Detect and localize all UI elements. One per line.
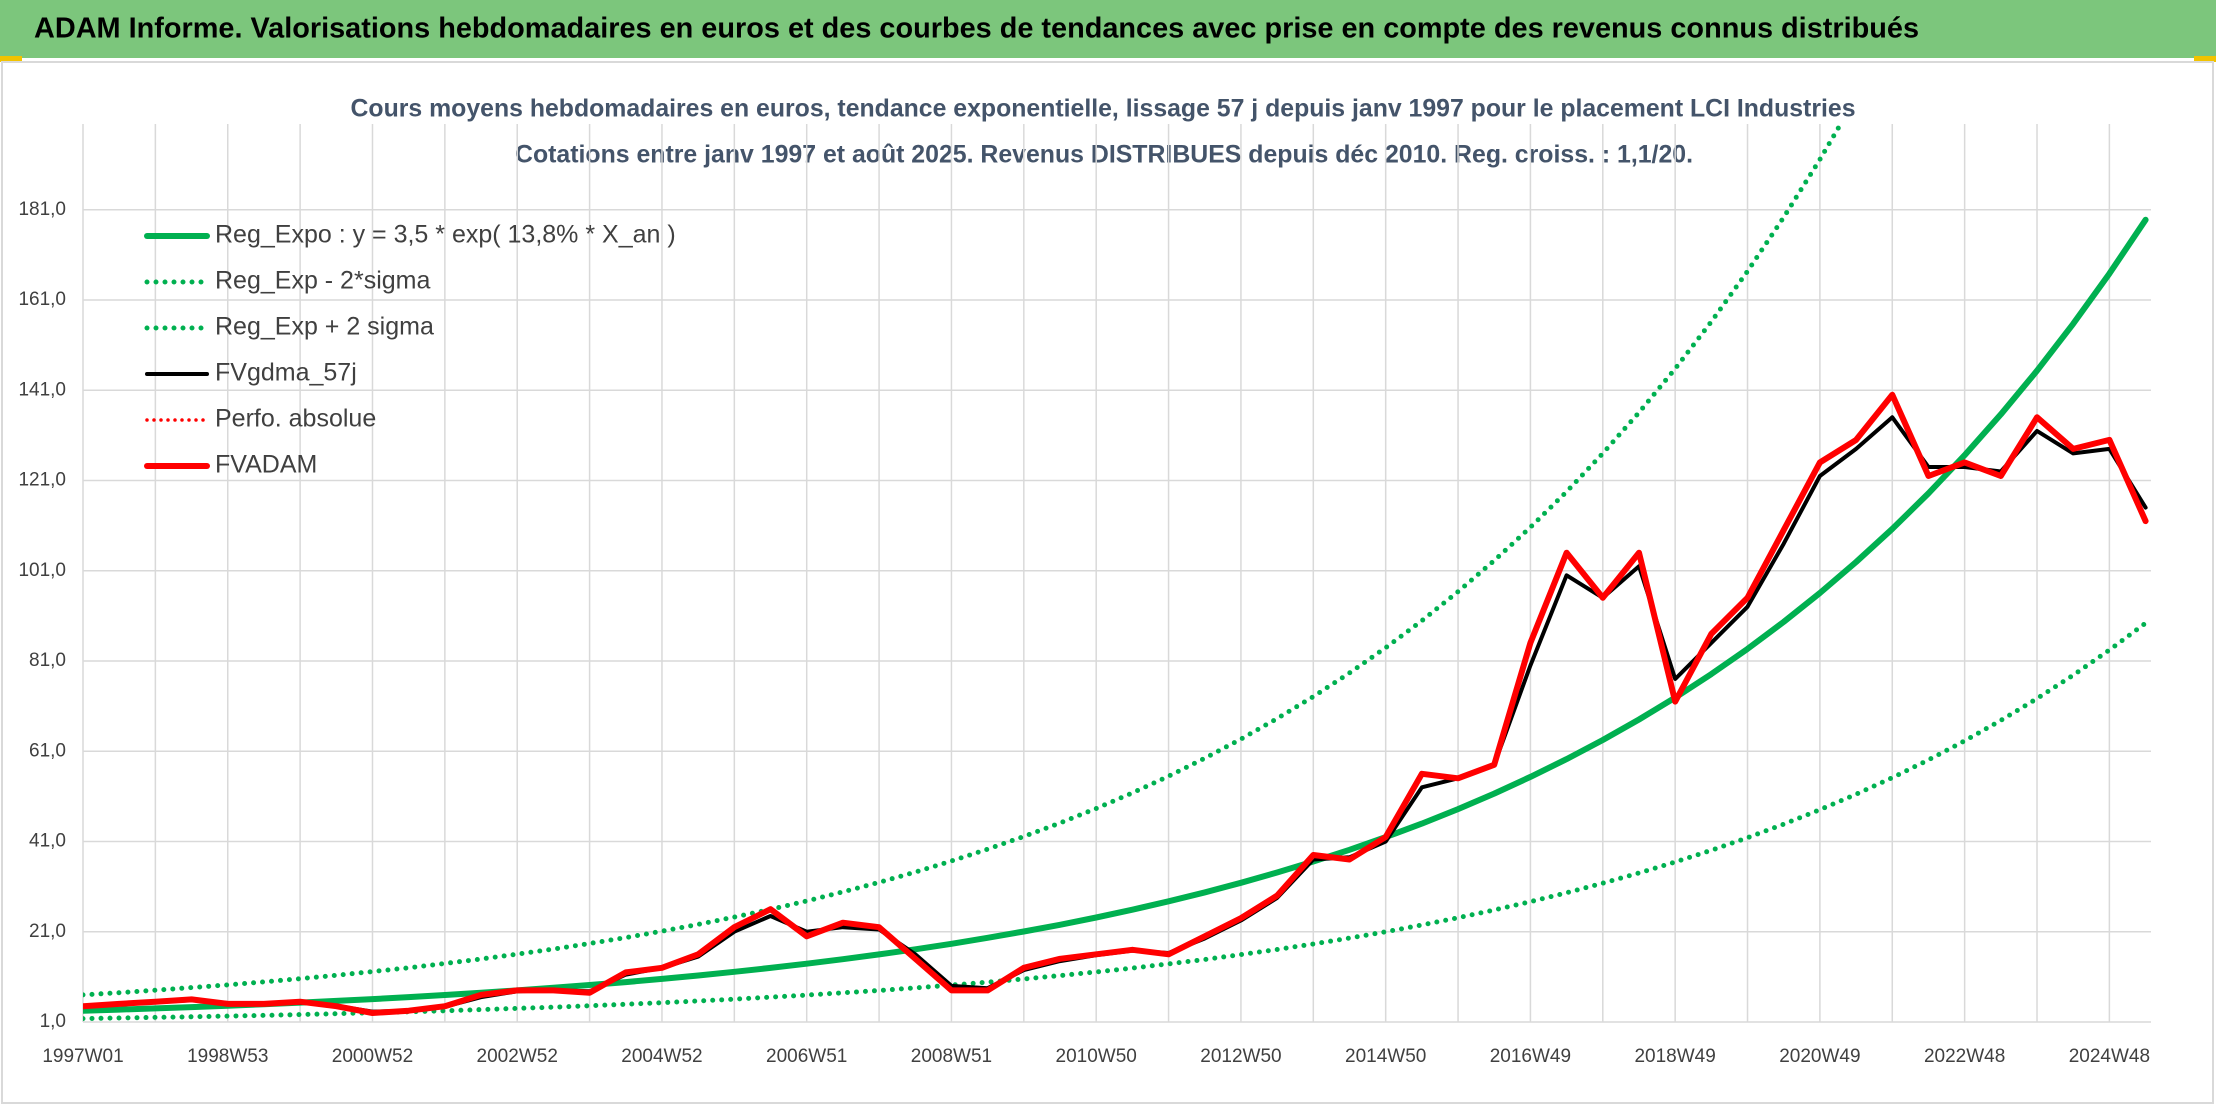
chart-border: [1, 61, 2214, 1104]
x-tick-label: 2006W51: [766, 1046, 847, 1067]
y-tick-label: 41,0: [29, 831, 66, 852]
page-title: ADAM Informe. Valorisations hebdomadaire…: [34, 13, 1919, 45]
y-tick-label: 1,0: [40, 1011, 66, 1032]
legend-label: Perfo. absolue: [215, 405, 376, 433]
chart-subtitle: Cotations entre janv 1997 et août 2025. …: [515, 141, 1693, 169]
y-tick-label: 61,0: [29, 740, 66, 761]
x-tick-label: 2010W50: [1056, 1046, 1137, 1067]
legend-label: Reg_Expo : y = 3,5 * exp( 13,8% * X_an ): [215, 221, 676, 249]
series-line: [83, 216, 2149, 1014]
x-tick-label: 2008W51: [911, 1046, 992, 1067]
x-tick-label: 2012W50: [1200, 1046, 1281, 1067]
header-bar: [0, 0, 2216, 58]
x-tick-label: 2016W49: [1490, 1046, 1571, 1067]
legend-label: FVADAM: [215, 451, 317, 479]
y-tick-label: 21,0: [29, 921, 66, 942]
plot-lines: [83, 124, 2149, 1022]
legend-label: FVgdma_57j: [215, 359, 357, 387]
legend-label: Reg_Exp + 2 sigma: [215, 313, 434, 341]
chart-subtitle: Cours moyens hebdomadaires en euros, ten…: [351, 95, 1856, 123]
x-tick-label: 2022W48: [1924, 1046, 2005, 1067]
x-tick-label: 2024W48: [2069, 1046, 2150, 1067]
series-line: [83, 124, 1844, 998]
y-tick-label: 181,0: [18, 199, 66, 220]
legend: Reg_Expo : y = 3,5 * exp( 13,8% * X_an )…: [144, 221, 676, 479]
y-tick-label: 101,0: [18, 560, 66, 581]
y-tick-label: 81,0: [29, 650, 66, 671]
y-tick-label: 121,0: [18, 470, 66, 491]
x-tick-label: 1998W53: [187, 1046, 268, 1067]
x-tick-label: 2000W52: [332, 1046, 413, 1067]
x-tick-label: 2004W52: [621, 1046, 702, 1067]
series-line: [83, 391, 2149, 1016]
x-tick-label: 2020W49: [1779, 1046, 1860, 1067]
legend-label: Reg_Exp - 2*sigma: [215, 267, 430, 295]
corner: [0, 56, 22, 62]
x-tick-label: 2018W49: [1634, 1046, 1715, 1067]
x-tick-label: 1997W01: [42, 1046, 123, 1067]
grid: [82, 124, 2151, 1023]
x-tick-label: 2002W52: [477, 1046, 558, 1067]
y-tick-label: 161,0: [18, 289, 66, 310]
y-tick-label: 141,0: [18, 379, 66, 400]
axis-labels: 1,0 21,0 41,0 61,0 81,0 101,0 121,0 141,0 161,0 1…: [18, 199, 2150, 1067]
x-tick-label: 2014W50: [1345, 1046, 1426, 1067]
corner: [2194, 56, 2216, 62]
